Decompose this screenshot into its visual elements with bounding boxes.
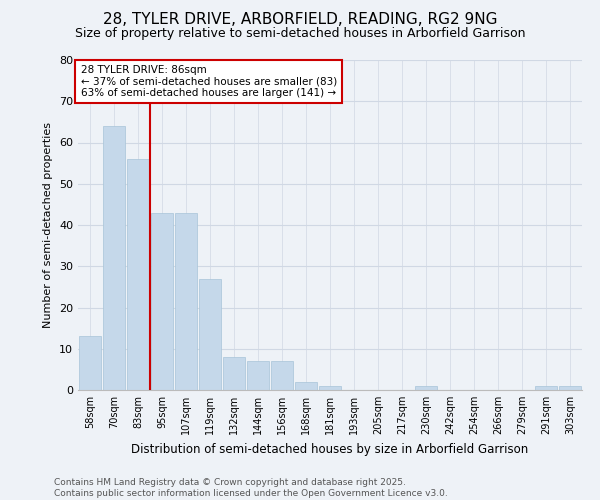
Bar xyxy=(127,159,149,390)
Bar xyxy=(535,386,557,390)
Bar xyxy=(103,126,125,390)
Text: Size of property relative to semi-detached houses in Arborfield Garrison: Size of property relative to semi-detach… xyxy=(75,28,525,40)
Bar xyxy=(295,382,317,390)
Bar xyxy=(175,212,197,390)
Bar xyxy=(199,278,221,390)
Bar xyxy=(151,212,173,390)
Bar xyxy=(415,386,437,390)
X-axis label: Distribution of semi-detached houses by size in Arborfield Garrison: Distribution of semi-detached houses by … xyxy=(131,442,529,456)
Text: 28 TYLER DRIVE: 86sqm
← 37% of semi-detached houses are smaller (83)
63% of semi: 28 TYLER DRIVE: 86sqm ← 37% of semi-deta… xyxy=(80,65,337,98)
Bar xyxy=(271,361,293,390)
Y-axis label: Number of semi-detached properties: Number of semi-detached properties xyxy=(43,122,53,328)
Bar xyxy=(223,357,245,390)
Text: Contains HM Land Registry data © Crown copyright and database right 2025.
Contai: Contains HM Land Registry data © Crown c… xyxy=(54,478,448,498)
Bar xyxy=(247,361,269,390)
Bar xyxy=(319,386,341,390)
Bar xyxy=(559,386,581,390)
Bar xyxy=(79,336,101,390)
Text: 28, TYLER DRIVE, ARBORFIELD, READING, RG2 9NG: 28, TYLER DRIVE, ARBORFIELD, READING, RG… xyxy=(103,12,497,28)
